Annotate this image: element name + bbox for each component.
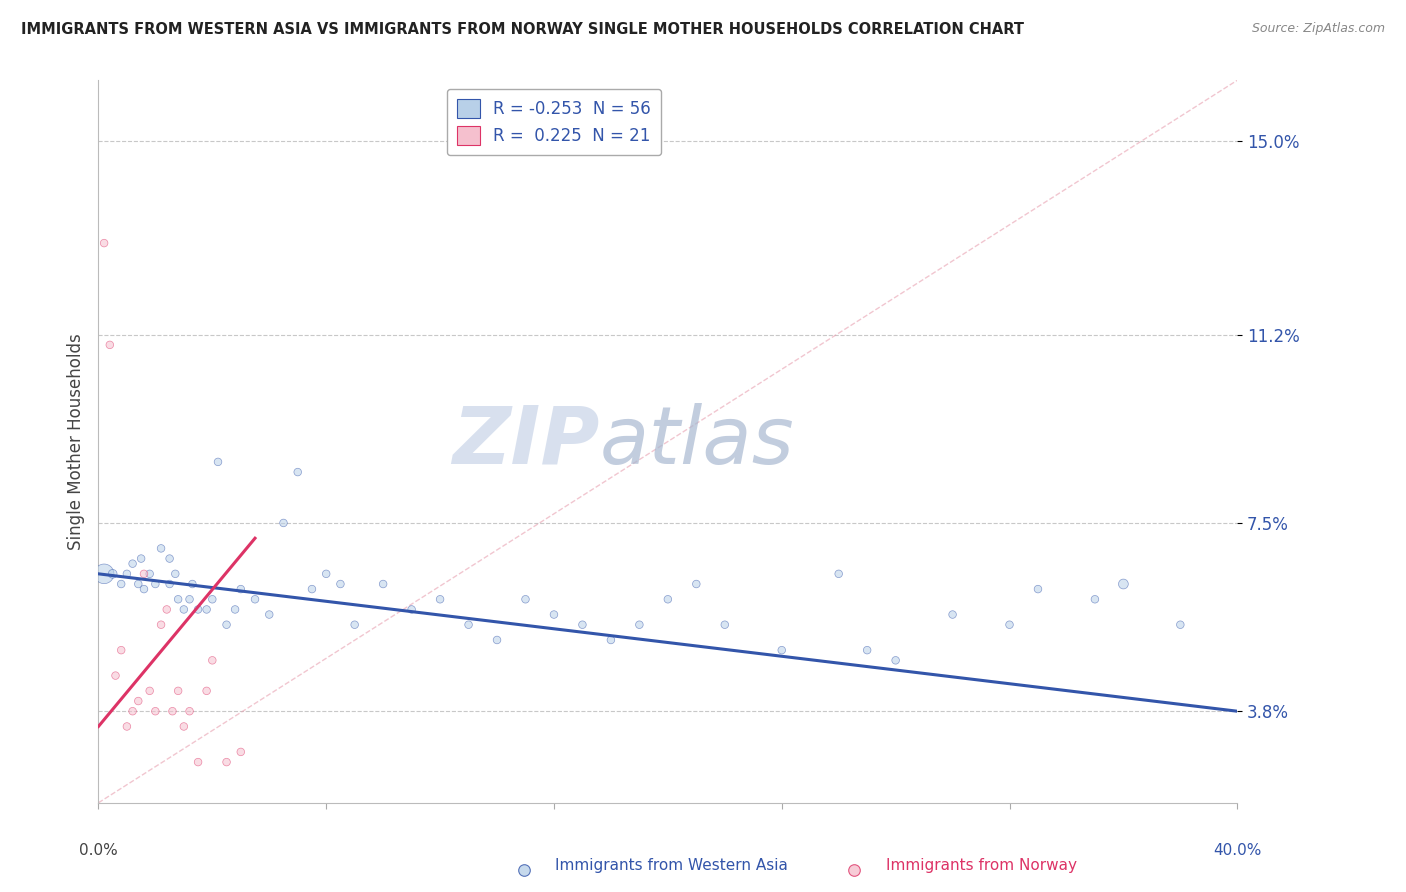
Point (167, 684, 190, 698)
Point (329, 577, 352, 591)
Point (215, 617, 238, 632)
Point (110, 643, 132, 657)
Point (224, 602, 246, 616)
Point (187, 755, 209, 769)
Text: ZIP: ZIP (453, 402, 599, 481)
Point (301, 582, 323, 596)
Point (201, 653, 224, 667)
Text: 0.0%: 0.0% (79, 843, 118, 858)
Point (229, 745, 252, 759)
Point (187, 602, 209, 616)
Point (98, 338, 121, 352)
Point (685, 577, 707, 591)
Point (207, 455, 229, 469)
Point (179, 592, 201, 607)
Y-axis label: Single Mother Households: Single Mother Households (66, 334, 84, 549)
Point (513, 863, 536, 877)
Point (856, 643, 879, 657)
Point (145, 704, 167, 718)
Point (138, 566, 160, 581)
Text: 40.0%: 40.0% (1213, 843, 1261, 858)
Point (243, 592, 266, 607)
Point (93, 566, 115, 581)
Point (167, 592, 190, 607)
Point (110, 577, 132, 591)
Point (121, 704, 143, 718)
Point (145, 577, 167, 591)
Point (138, 684, 160, 698)
Point (343, 617, 366, 632)
Point (571, 617, 593, 632)
Text: Immigrants from Western Asia: Immigrants from Western Asia (555, 858, 789, 872)
Point (628, 617, 651, 632)
Point (543, 607, 565, 622)
Point (101, 566, 124, 581)
Point (229, 582, 252, 596)
Point (162, 704, 184, 718)
Point (770, 643, 793, 657)
Point (104, 668, 127, 682)
Point (129, 551, 152, 566)
Point (657, 592, 679, 607)
Text: IMMIGRANTS FROM WESTERN ASIA VS IMMIGRANTS FROM NORWAY SINGLE MOTHER HOUSEHOLDS : IMMIGRANTS FROM WESTERN ASIA VS IMMIGRAN… (21, 22, 1024, 37)
Point (884, 653, 907, 667)
Point (259, 607, 281, 622)
Point (173, 719, 195, 733)
Point (429, 592, 451, 607)
Point (165, 566, 187, 581)
Point (1112, 577, 1135, 591)
Point (998, 617, 1021, 632)
Text: atlas: atlas (599, 402, 794, 481)
Point (1026, 582, 1049, 596)
Point (457, 617, 479, 632)
Point (1170, 617, 1192, 632)
Text: Immigrants from Norway: Immigrants from Norway (886, 858, 1077, 872)
Point (1084, 592, 1107, 607)
Point (181, 577, 204, 591)
Point (150, 541, 173, 556)
Point (195, 684, 218, 698)
Point (315, 566, 337, 581)
Point (201, 592, 224, 607)
Point (150, 617, 173, 632)
Point (159, 577, 181, 591)
Point (115, 719, 138, 733)
Point (159, 551, 181, 566)
Point (844, 863, 866, 877)
Point (287, 465, 309, 479)
Point (115, 566, 138, 581)
Text: Source: ZipAtlas.com: Source: ZipAtlas.com (1251, 22, 1385, 36)
Point (942, 607, 965, 622)
Point (486, 632, 509, 647)
Point (215, 755, 238, 769)
Point (121, 557, 143, 571)
Point (156, 602, 179, 616)
Point (515, 592, 537, 607)
Point (195, 602, 218, 616)
Point (273, 516, 295, 530)
Point (714, 617, 737, 632)
Point (401, 602, 423, 616)
Point (179, 704, 201, 718)
Point (373, 577, 395, 591)
Point (173, 602, 195, 616)
Point (132, 566, 155, 581)
Point (132, 582, 155, 596)
Legend: R = -0.253  N = 56, R =  0.225  N = 21: R = -0.253 N = 56, R = 0.225 N = 21 (447, 88, 661, 155)
Point (127, 694, 149, 708)
Point (600, 632, 623, 647)
Point (127, 577, 149, 591)
Point (828, 566, 851, 581)
Point (93, 236, 115, 251)
